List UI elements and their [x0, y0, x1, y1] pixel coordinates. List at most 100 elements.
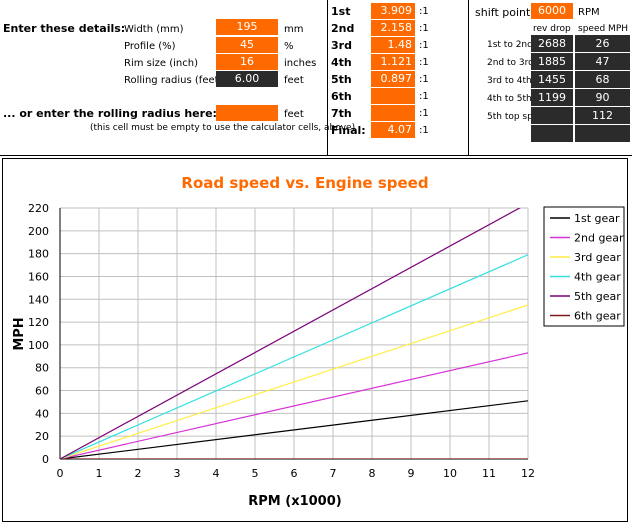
chart-panel: Road speed vs. Engine speed 0 20 40 60 80 100… [2, 158, 628, 522]
chart-title: Road speed vs. Engine speed [181, 174, 428, 192]
legend-label: 2nd gear [574, 232, 624, 245]
gear-ratio-input[interactable]: 3.909 [371, 3, 415, 19]
y-axis-label: MPH [12, 317, 27, 350]
x-tick-label: 8 [369, 467, 376, 480]
y-tick-label: 60 [35, 385, 49, 398]
gear-label: Final: [331, 124, 366, 137]
rev-drop-cell: 1199 [531, 89, 573, 106]
shift-unit: RPM [578, 7, 600, 18]
x-tick-label: 12 [521, 467, 535, 480]
speed-mph-cell: 90 [575, 89, 630, 106]
shift-label: shift point: [475, 6, 535, 19]
ratio-suffix: :1 [419, 57, 429, 68]
profile-unit: % [284, 41, 294, 52]
y-tick-label: 140 [28, 293, 49, 306]
alt-heading: ... or enter the rolling radius here: [3, 107, 217, 120]
width-input[interactable]: 195 [216, 19, 278, 35]
y-tick-label: 40 [35, 407, 49, 420]
shift-row-label: 1st to 2nd [487, 40, 533, 50]
legend-label: 3rd gear [574, 251, 621, 264]
road-speed-chart: Road speed vs. Engine speed 020406080100… [12, 174, 625, 509]
rev-drop-cell [531, 107, 573, 124]
ratio-suffix: :1 [419, 74, 429, 85]
series-line-3rd-gear [60, 304, 528, 459]
legend-label: 4th gear [574, 271, 621, 284]
y-tick-label: 80 [35, 362, 49, 375]
shift-row-label: 4th to 5th [487, 94, 532, 104]
rev-drop-cell [531, 125, 573, 142]
x-tick-label: 4 [213, 467, 220, 480]
x-tick-label: 10 [443, 467, 457, 480]
x-tick-label: 5 [252, 467, 259, 480]
speed-mph-cell [575, 125, 630, 142]
gear-ratio-input[interactable]: 1.48 [371, 37, 415, 53]
speed-mph-cell: 112 [575, 107, 630, 124]
x-tick-label: 9 [408, 467, 415, 480]
rev-drop-cell: 2688 [531, 35, 573, 52]
ratio-suffix: :1 [419, 125, 429, 136]
gear-ratio-input[interactable] [371, 88, 415, 104]
ratio-suffix: :1 [419, 40, 429, 51]
col-rev-header: rev drop [533, 24, 571, 34]
x-axis-label: RPM (x1000) [248, 494, 341, 509]
gear-label: 1st [331, 5, 351, 18]
speed-mph-cell: 68 [575, 71, 630, 88]
width-unit: mm [284, 24, 304, 35]
x-tick-label: 11 [482, 467, 496, 480]
rim-input[interactable]: 16 [216, 54, 278, 70]
width-label: Width (mm) [124, 24, 184, 35]
legend-label: 1st gear [574, 212, 620, 225]
legend-box [543, 206, 625, 327]
gear-ratio-input[interactable] [371, 105, 415, 121]
radius-label: Rolling radius (feet) [124, 75, 223, 86]
ratio-suffix: :1 [419, 23, 429, 34]
alt-unit: feet [284, 109, 304, 120]
x-tick-label: 0 [57, 467, 64, 480]
gear-ratio-input[interactable]: 1.121 [371, 54, 415, 70]
gear-ratio-input[interactable]: 4.07 [371, 122, 415, 138]
y-tick-label: 100 [28, 339, 49, 352]
shift-table: 1st to 2nd 2688 26 2nd to 3rd 1885 47 3rd to 4… [470, 35, 632, 155]
x-tick-label: 7 [330, 467, 337, 480]
shift-row-label: 2nd to 3rd [487, 58, 534, 68]
legend-label: 5th gear [574, 290, 621, 303]
series-line-1st-gear [60, 400, 528, 459]
gear-ratio-input[interactable]: 0.897 [371, 71, 415, 87]
y-tick-label: 160 [28, 270, 49, 283]
profile-input[interactable]: 45 [216, 37, 278, 53]
gear-label: 7th [331, 107, 352, 120]
gear-label: 5th [331, 73, 352, 86]
gear-ratio-input[interactable]: 2.158 [371, 20, 415, 36]
ratio-suffix: :1 [419, 91, 429, 102]
y-tick-label: 200 [28, 225, 49, 238]
input-panel: Enter these details: Width (mm) 195 mm P… [0, 0, 632, 156]
col-speed-header: speed MPH [578, 24, 629, 34]
details-heading: Enter these details: [3, 22, 126, 35]
alt-radius-input[interactable] [216, 105, 278, 121]
gear-label: 6th [331, 90, 352, 103]
series-line-4th-gear [60, 254, 528, 459]
radius-value: 6.00 [216, 71, 278, 87]
rim-label: Rim size (inch) [124, 58, 198, 69]
gear-label: 2nd [331, 22, 355, 35]
gear-label: 3rd [331, 39, 352, 52]
gear-ratio-list: 1st 3.909 :1 2nd 2.158 :1 3rd 1.48 :1 4th 1.121 :1 5… [328, 0, 468, 156]
gear-label: 4th [331, 56, 352, 69]
speed-mph-cell: 47 [575, 53, 630, 70]
x-tick-label: 1 [96, 467, 103, 480]
shift-row-label: 3rd to 4th [487, 76, 532, 86]
alt-note: (this cell must be empty to use the calc… [90, 123, 356, 133]
ratio-suffix: :1 [419, 6, 429, 17]
shift-row-label: 5th top speed [487, 112, 550, 122]
y-tick-label: 20 [35, 430, 49, 443]
rev-drop-cell: 1455 [531, 71, 573, 88]
x-tick-label: 3 [174, 467, 181, 480]
x-tick-label: 6 [291, 467, 298, 480]
series-line-2nd-gear [60, 352, 528, 459]
y-tick-label: 220 [28, 202, 49, 215]
series-line-5th-gear [60, 208, 521, 459]
rev-drop-cell: 1885 [531, 53, 573, 70]
y-tick-label: 0 [42, 453, 49, 466]
radius-unit: feet [284, 75, 304, 86]
shift-point-input[interactable]: 6000 [531, 3, 573, 19]
